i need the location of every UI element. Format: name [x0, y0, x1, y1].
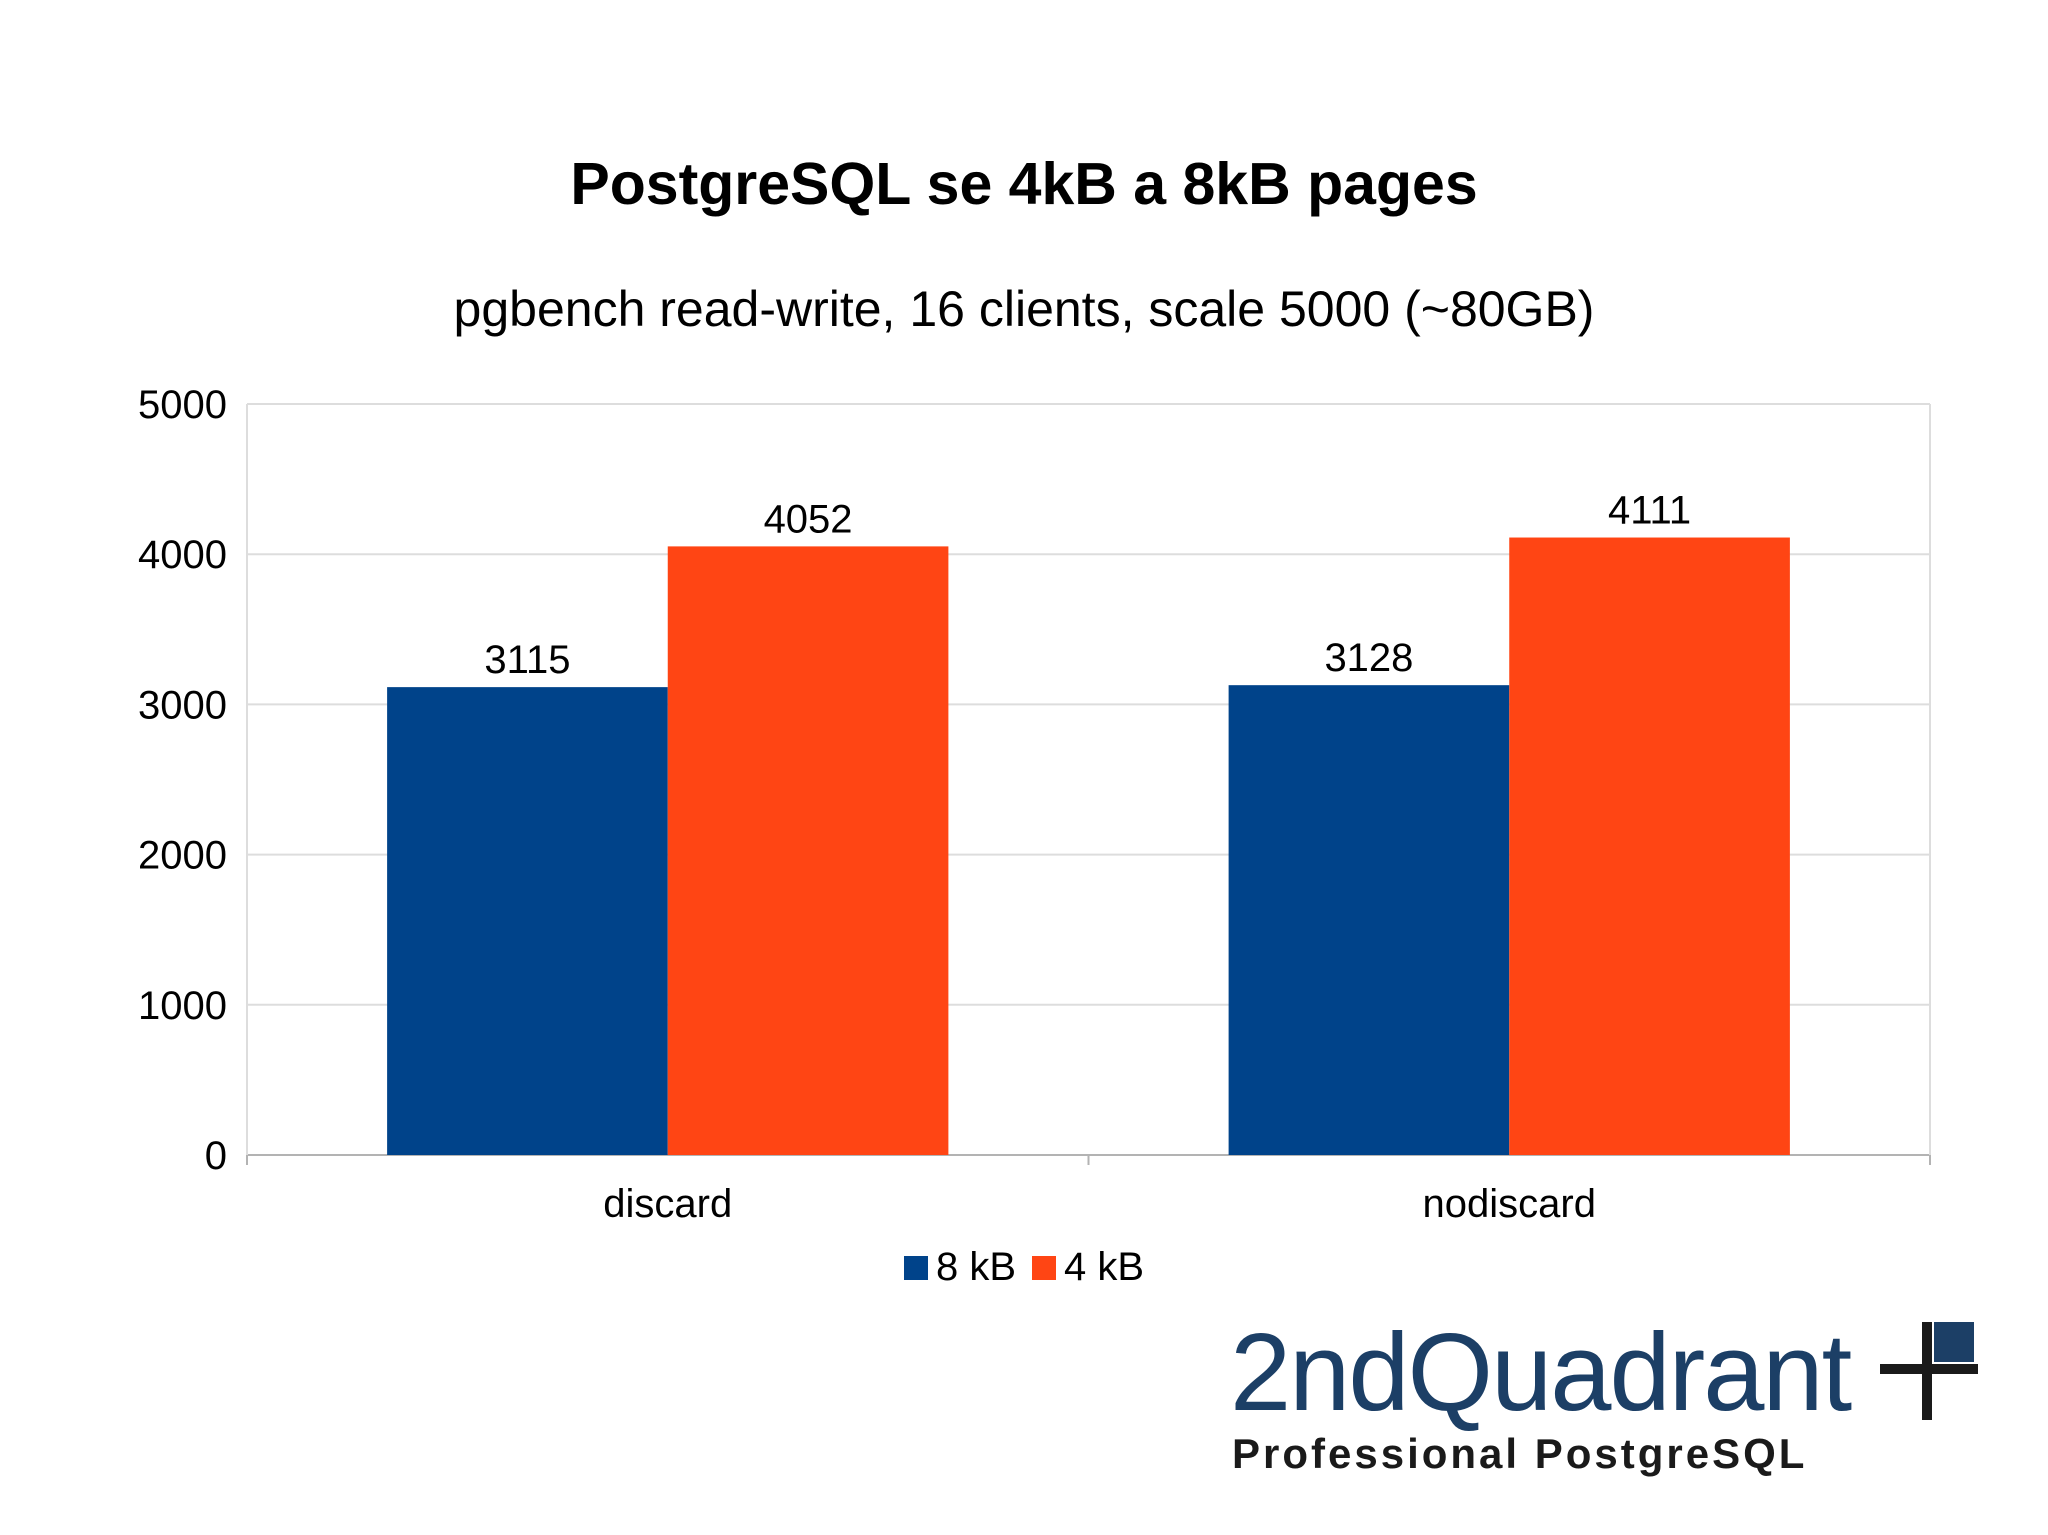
x-category-label: discard: [603, 1182, 732, 1226]
legend-swatch-8kb: [903, 1255, 928, 1280]
y-tick-label: 5000: [138, 383, 227, 427]
x-category-label: nodiscard: [1423, 1182, 1596, 1226]
y-tick-label: 0: [205, 1134, 227, 1178]
legend-item-4kb: 4 kB: [1032, 1245, 1144, 1290]
bar-4kb-nodiscard: [1509, 537, 1790, 1155]
y-tick-label: 1000: [138, 984, 227, 1028]
legend-label-8kb: 8 kB: [935, 1245, 1016, 1289]
y-tick-label: 3000: [138, 683, 227, 727]
legend: 8 kB 4 kB: [0, 1245, 2048, 1290]
chart-subtitle: pgbench read-write, 16 clients, scale 50…: [453, 281, 1595, 337]
logo-tagline: Professional PostgreSQL: [1232, 1430, 1808, 1477]
logo-cross-vertical: [1922, 1322, 1932, 1420]
logo-square-icon: [1934, 1322, 1974, 1362]
data-label: 3115: [484, 638, 570, 682]
bar-8kb-nodiscard: [1228, 685, 1510, 1155]
y-tick-label: 2000: [138, 834, 227, 878]
bar-4kb-discard: [667, 546, 949, 1155]
data-label: 4052: [764, 497, 853, 541]
data-label: 3128: [1324, 636, 1413, 680]
data-label: 4111: [1608, 489, 1691, 533]
legend-label-4kb: 4 kB: [1064, 1245, 1145, 1289]
y-tick-label: 4000: [138, 533, 227, 577]
logo-cross-icon: [1880, 1322, 1978, 1420]
logo-wordmark: 2ndQuadrant: [1230, 1311, 1852, 1434]
legend-swatch-4kb: [1032, 1255, 1056, 1280]
legend-item-8kb: 8 kB: [903, 1245, 1016, 1290]
chart-title: PostgreSQL se 4kB a 8kB pages: [570, 151, 1478, 217]
bar-8kb-discard: [387, 687, 668, 1155]
company-logo: 2ndQuadrant Professional PostgreSQL: [1230, 1318, 1990, 1488]
